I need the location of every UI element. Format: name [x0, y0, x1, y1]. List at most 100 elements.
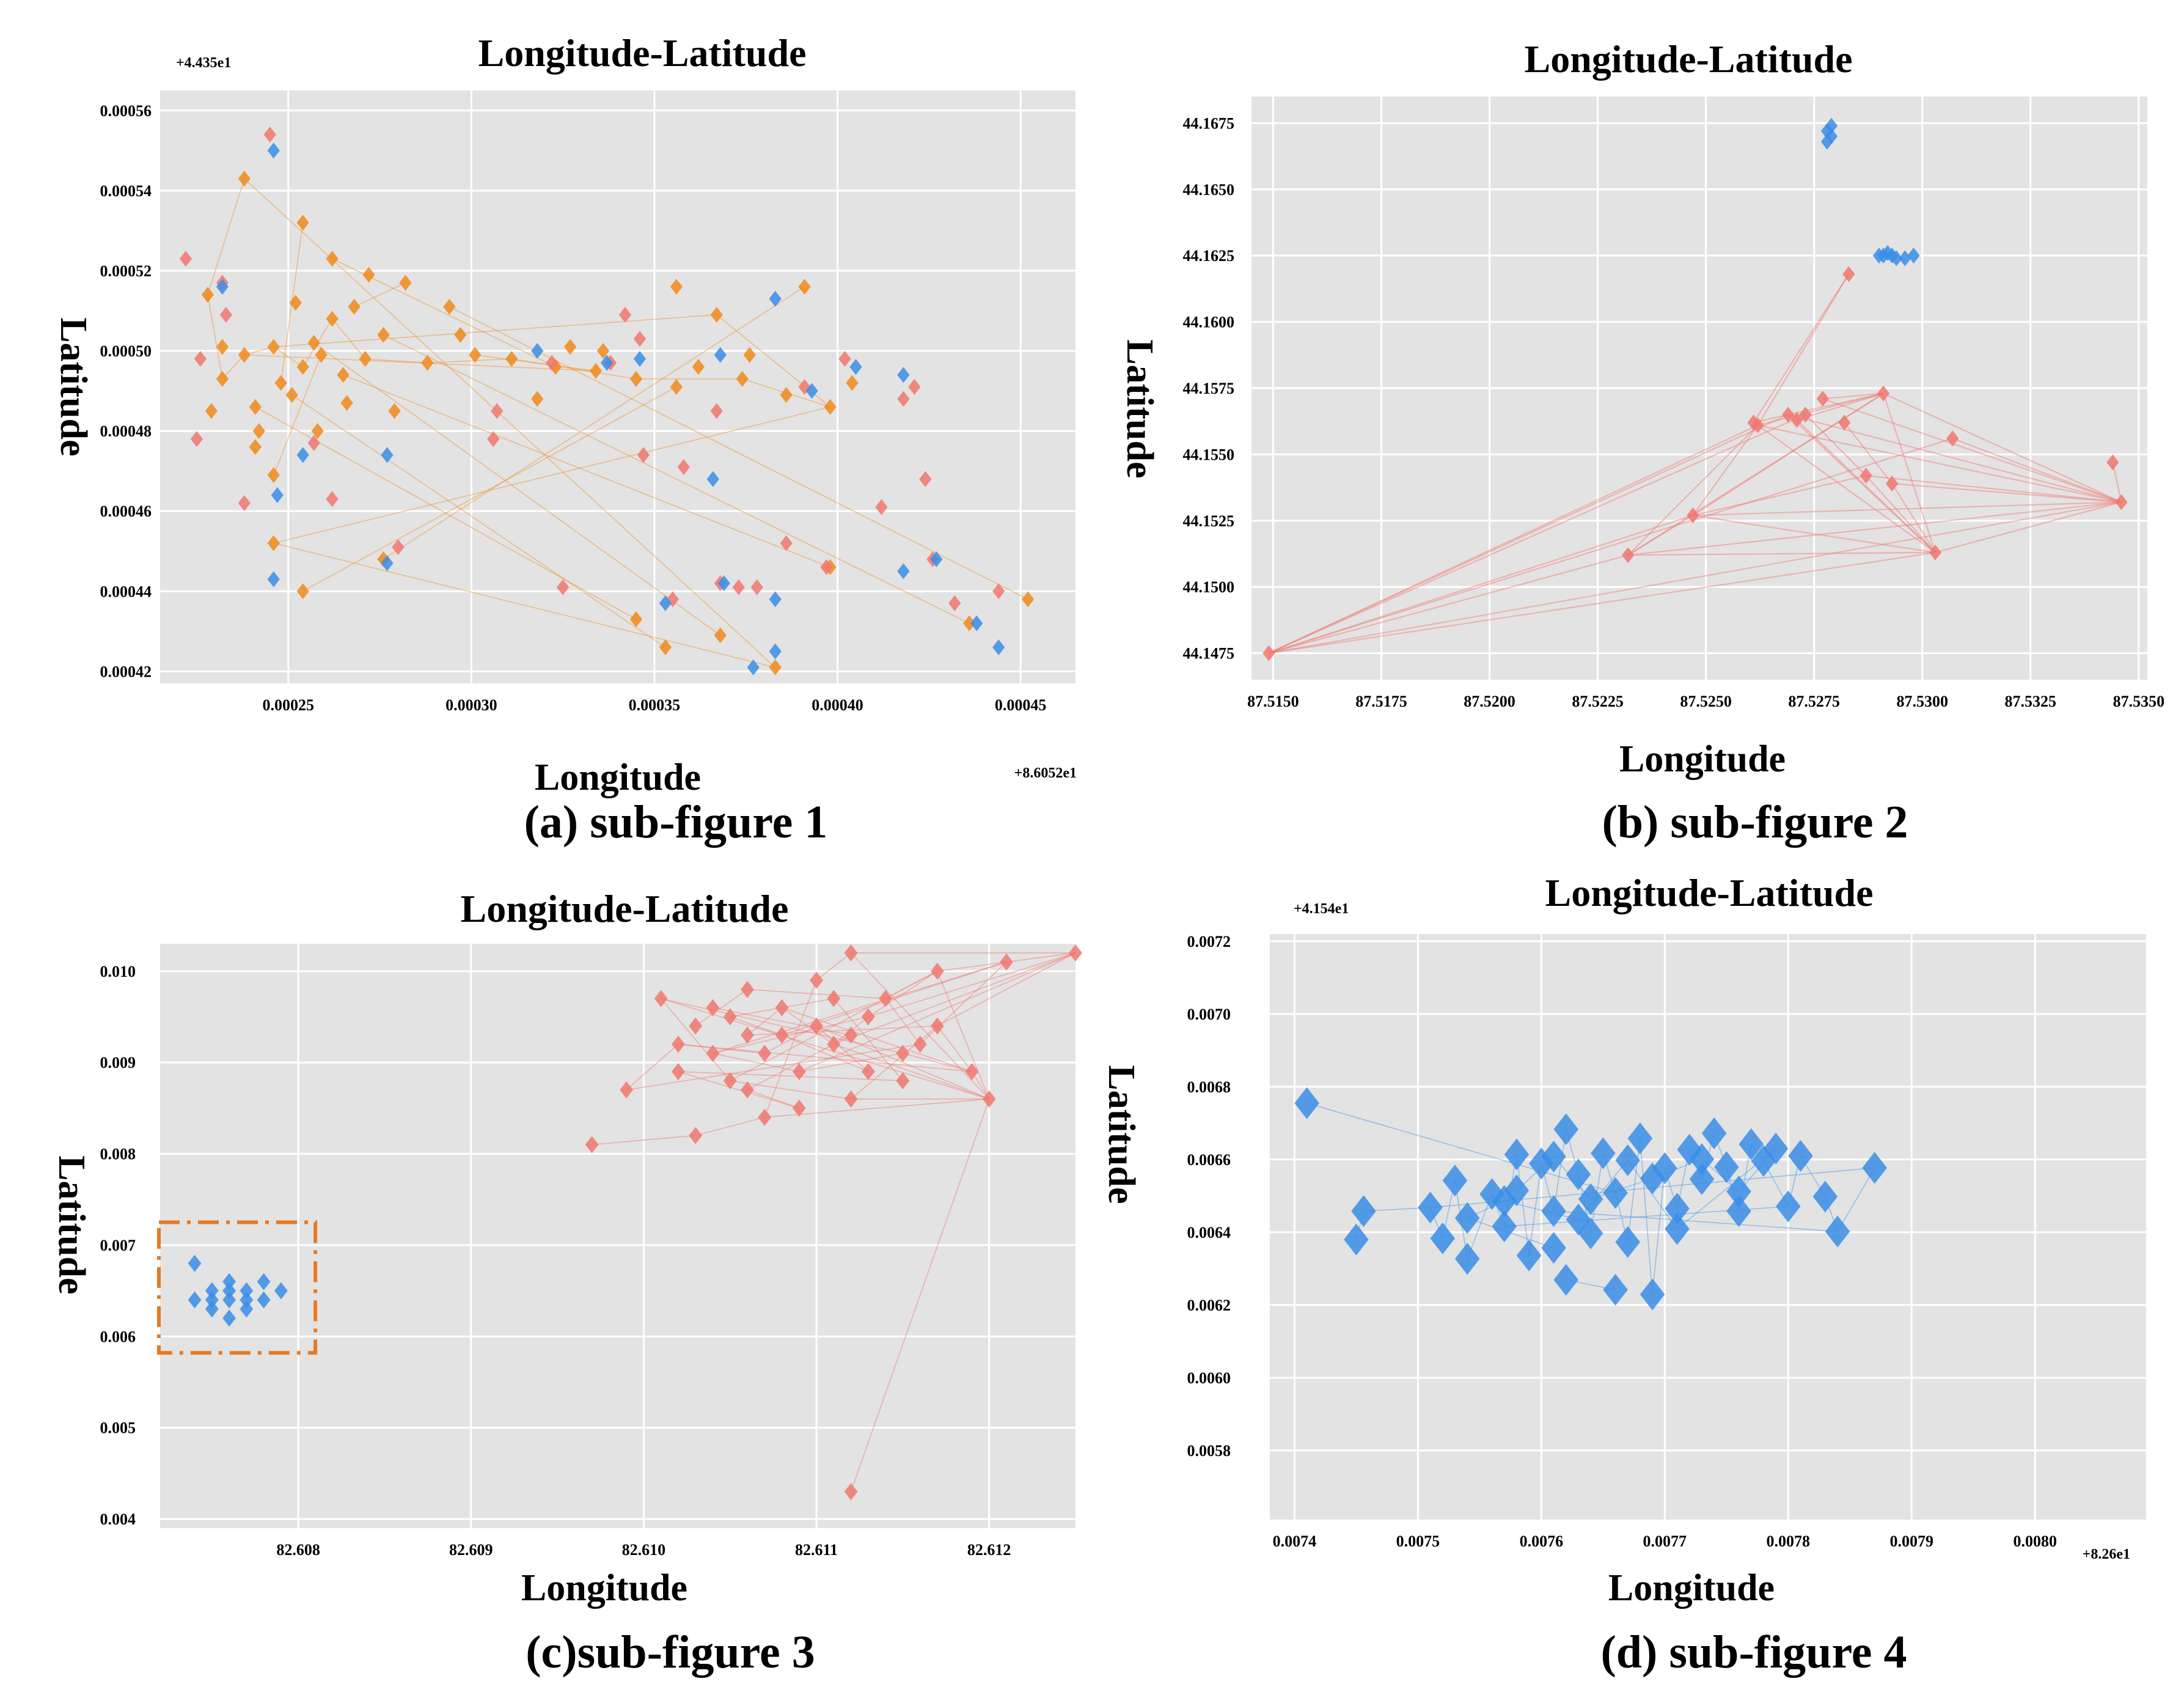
trajectory-line	[764, 1025, 817, 1054]
y-tick-label: 44.1625	[1183, 247, 1235, 265]
tick-labels: 87.5150 87.5175 87.5200 87.5225 87.5250 87.52…	[1183, 114, 2165, 710]
x-tick-label: 0.0080	[2013, 1532, 2057, 1550]
x-tick-label: 0.0078	[1767, 1532, 1811, 1550]
trajectory-line	[1268, 438, 1953, 654]
data-point-red	[672, 1035, 685, 1053]
x-tick-label: 87.5200	[1464, 693, 1515, 710]
data-point-orange	[238, 171, 251, 187]
data-point-red	[732, 579, 745, 595]
data-point-orange	[798, 279, 811, 295]
x-offset-label: +8.26e1	[2083, 1546, 2130, 1562]
x-tick-label: 82.610	[622, 1541, 666, 1559]
data-point-blue	[271, 487, 284, 503]
trajectory-line	[781, 1007, 834, 1045]
plot-area	[1270, 934, 2146, 1520]
trajectory-line	[1268, 414, 1789, 654]
data-point-blue	[1553, 1263, 1579, 1296]
data-point-blue	[1726, 1175, 1751, 1208]
trajectory-line	[1822, 392, 1884, 400]
trajectory-line	[313, 342, 721, 636]
data-point-red	[1886, 476, 1899, 492]
data-point-orange	[388, 403, 401, 419]
data-point-blue	[1862, 1152, 1887, 1184]
grid-lines	[160, 90, 1076, 683]
data-point-blue	[1541, 1141, 1566, 1173]
data-point-red	[2106, 454, 2119, 471]
trajectory-line	[1268, 515, 1693, 654]
data-point-orange	[216, 339, 229, 355]
trajectory-line	[1892, 483, 2122, 503]
trajectory-line	[273, 314, 717, 348]
data-point-blue	[205, 1300, 219, 1318]
trajectory-line	[1528, 1163, 1542, 1256]
trajectory-line	[1837, 1167, 1875, 1232]
data-point-red	[844, 1026, 858, 1044]
data-point-orange	[824, 399, 837, 415]
trajectory-line	[678, 1071, 903, 1081]
data-point-red	[1782, 406, 1795, 423]
data-point-blue	[717, 575, 730, 592]
trajectory-line	[661, 998, 989, 1100]
data-point-red	[875, 499, 888, 515]
data-point-blue	[1763, 1133, 1789, 1165]
data-point-red	[896, 1072, 910, 1090]
trajectory-line	[833, 952, 1076, 1045]
data-point-orange	[289, 295, 302, 311]
data-point-orange	[296, 583, 309, 600]
data-point-blue	[992, 639, 1005, 656]
trajectory-line	[747, 988, 886, 999]
data-point-red	[838, 351, 851, 367]
data-point-red	[1747, 414, 1760, 431]
x-tick-label: 0.00040	[812, 696, 863, 714]
trajectory-line	[1844, 422, 1893, 484]
x-axis-label: Longitude	[1608, 1567, 1775, 1609]
trajectory-line	[730, 1016, 782, 1036]
data-point-red	[861, 1008, 875, 1026]
trajectory-line	[816, 1025, 990, 1100]
data-point-red	[1790, 412, 1803, 428]
x-tick-label: 87.5225	[1572, 693, 1624, 710]
x-tick-label: 0.00025	[262, 696, 314, 714]
trajectory-line	[782, 1007, 972, 1072]
trajectory-line	[1516, 1154, 1530, 1256]
y-axis-label: Latitude	[1101, 1065, 1142, 1204]
data-point-red	[546, 355, 559, 371]
data-point-orange	[296, 215, 309, 231]
data-point-red	[758, 1045, 772, 1062]
trajectory-line	[273, 406, 830, 544]
data-point-red	[1860, 468, 1872, 484]
y-tick-label: 0.0062	[1187, 1296, 1231, 1314]
plot-title: Longitude-Latitude	[1545, 871, 1874, 914]
data-point-blue	[188, 1254, 202, 1272]
tick-labels: 82.608 82.609 82.610 82.611 82.612 0.004 0.005…	[100, 963, 1011, 1559]
data-point-blue	[1504, 1138, 1530, 1171]
data-point-orange	[399, 274, 412, 291]
y-tick-label: 44.1475	[1183, 645, 1235, 663]
trajectory-line	[1306, 1102, 1616, 1194]
trajectory-line	[1757, 392, 1884, 426]
data-point-blue	[1578, 1183, 1603, 1215]
data-point-blue	[1566, 1204, 1591, 1236]
data-point-orange	[359, 351, 372, 367]
trajectory-line	[937, 961, 1007, 972]
trajectory-line	[592, 1134, 696, 1145]
data-point-orange	[326, 311, 339, 327]
trajectory-line	[678, 1071, 800, 1109]
data-point-red	[2115, 494, 2128, 510]
trajectory-line	[1693, 515, 1936, 553]
trajectory-line	[764, 1098, 989, 1118]
trajectory-line	[449, 306, 1028, 600]
data-point-red	[750, 579, 763, 595]
data-point-blue	[1344, 1223, 1369, 1256]
subplot-d: Longitude-Latitude +4.154e1 0.0074 0.0075…	[1101, 871, 2146, 1678]
data-point-blue	[805, 383, 818, 399]
x-axis-label: Longitude	[535, 757, 701, 798]
data-point-blue	[600, 355, 614, 371]
data-point-red	[1838, 414, 1851, 431]
data-layer	[1262, 117, 2128, 661]
y-tick-label: 0.00042	[100, 663, 152, 680]
x-offset-label: +8.6052e1	[1014, 765, 1077, 781]
data-point-red	[1816, 391, 1829, 407]
x-tick-label: 82.611	[795, 1541, 838, 1559]
trajectory-line	[937, 971, 990, 1100]
